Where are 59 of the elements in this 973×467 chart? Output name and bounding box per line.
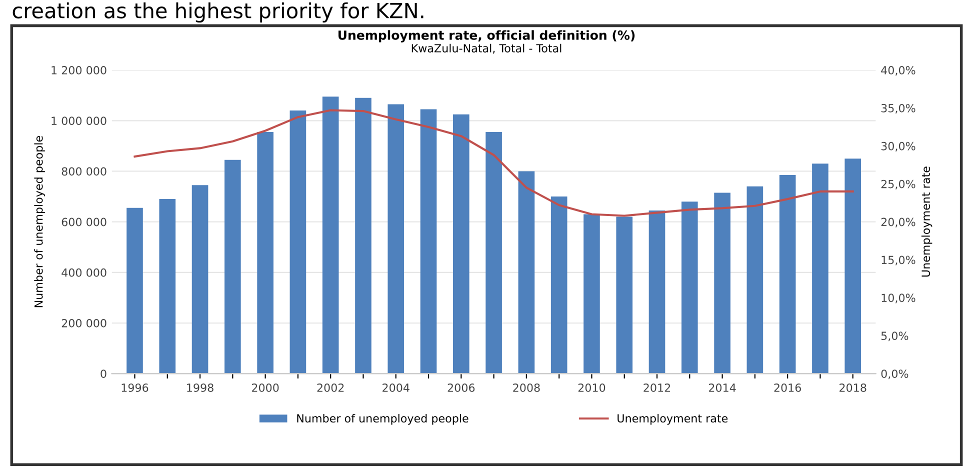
x-tick-label: 2008 — [513, 384, 540, 392]
x-tick-label: 2012 — [644, 384, 670, 392]
x-tick-label: 2016 — [774, 384, 802, 392]
bar — [812, 164, 828, 374]
y-tick-label: 600 000 — [62, 218, 106, 226]
y-axis-title: Number of unemployed people — [34, 136, 45, 308]
y2-tick-label: 30,0% — [881, 142, 916, 152]
y2-tick-label: 15,0% — [882, 256, 916, 266]
y2-tick-label: 25,0% — [881, 180, 916, 190]
y-tick-label: 200 000 — [62, 318, 106, 328]
legend-label: Number of unemployed people — [297, 414, 468, 425]
bar — [290, 110, 306, 374]
bar — [518, 171, 535, 374]
y2-tick-label: 5,0% — [881, 332, 908, 342]
x-tick-label: 2000 — [252, 384, 279, 392]
y2-tick-label: 0,0% — [881, 370, 908, 380]
bar — [159, 199, 176, 374]
bar — [584, 214, 600, 374]
y-tick-label: 400 000 — [62, 268, 106, 277]
y2-tick-label: 20,0% — [881, 218, 916, 228]
chart-subtitle: KwaZulu-Natal, Total - Total — [412, 44, 562, 54]
y2-tick-label: 10,0% — [882, 294, 916, 304]
x-tick-label: 1998 — [187, 384, 214, 392]
line-series — [134, 109, 854, 217]
bar — [192, 185, 208, 374]
bar — [452, 114, 470, 374]
bar — [550, 196, 568, 374]
bar — [126, 208, 143, 374]
bar — [714, 192, 730, 374]
chart-title: Unemployment rate, official definition (%) — [338, 30, 635, 42]
x-tick-label: 2006 — [448, 384, 475, 392]
y2-axis-title: Unemployment rate — [921, 166, 932, 277]
legend-label: Unemployment rate — [618, 414, 728, 425]
bar — [257, 132, 274, 374]
x-tick-label: 2018 — [840, 384, 866, 392]
bar — [486, 132, 502, 374]
y-tick-label: 1 000 000 — [52, 116, 106, 126]
bar — [746, 186, 764, 374]
bar — [681, 202, 698, 374]
text: creation as the highest priority for KZN. — [12, 2, 424, 22]
y-tick-label: 0 — [100, 370, 106, 378]
x-tick-label: 1996 — [122, 384, 148, 392]
bar — [355, 98, 372, 374]
bar — [388, 104, 404, 374]
x-tick-label: 2002 — [317, 384, 344, 392]
bar — [779, 175, 796, 374]
x-tick-label: 2014 — [708, 384, 736, 392]
y2-tick-label: 40,0% — [881, 66, 916, 76]
bar — [322, 96, 339, 374]
y-tick-label: 1 200 000 — [52, 66, 106, 74]
x-tick-label: 2010 — [578, 384, 606, 392]
x-tick-label: 2004 — [382, 384, 410, 392]
bar — [648, 210, 666, 374]
bar — [844, 158, 862, 374]
y2-tick-label: 35,0% — [881, 104, 916, 114]
y-tick-label: 800 000 — [62, 167, 106, 176]
bar — [420, 109, 437, 374]
bar — [224, 160, 241, 374]
bar — [616, 216, 633, 374]
